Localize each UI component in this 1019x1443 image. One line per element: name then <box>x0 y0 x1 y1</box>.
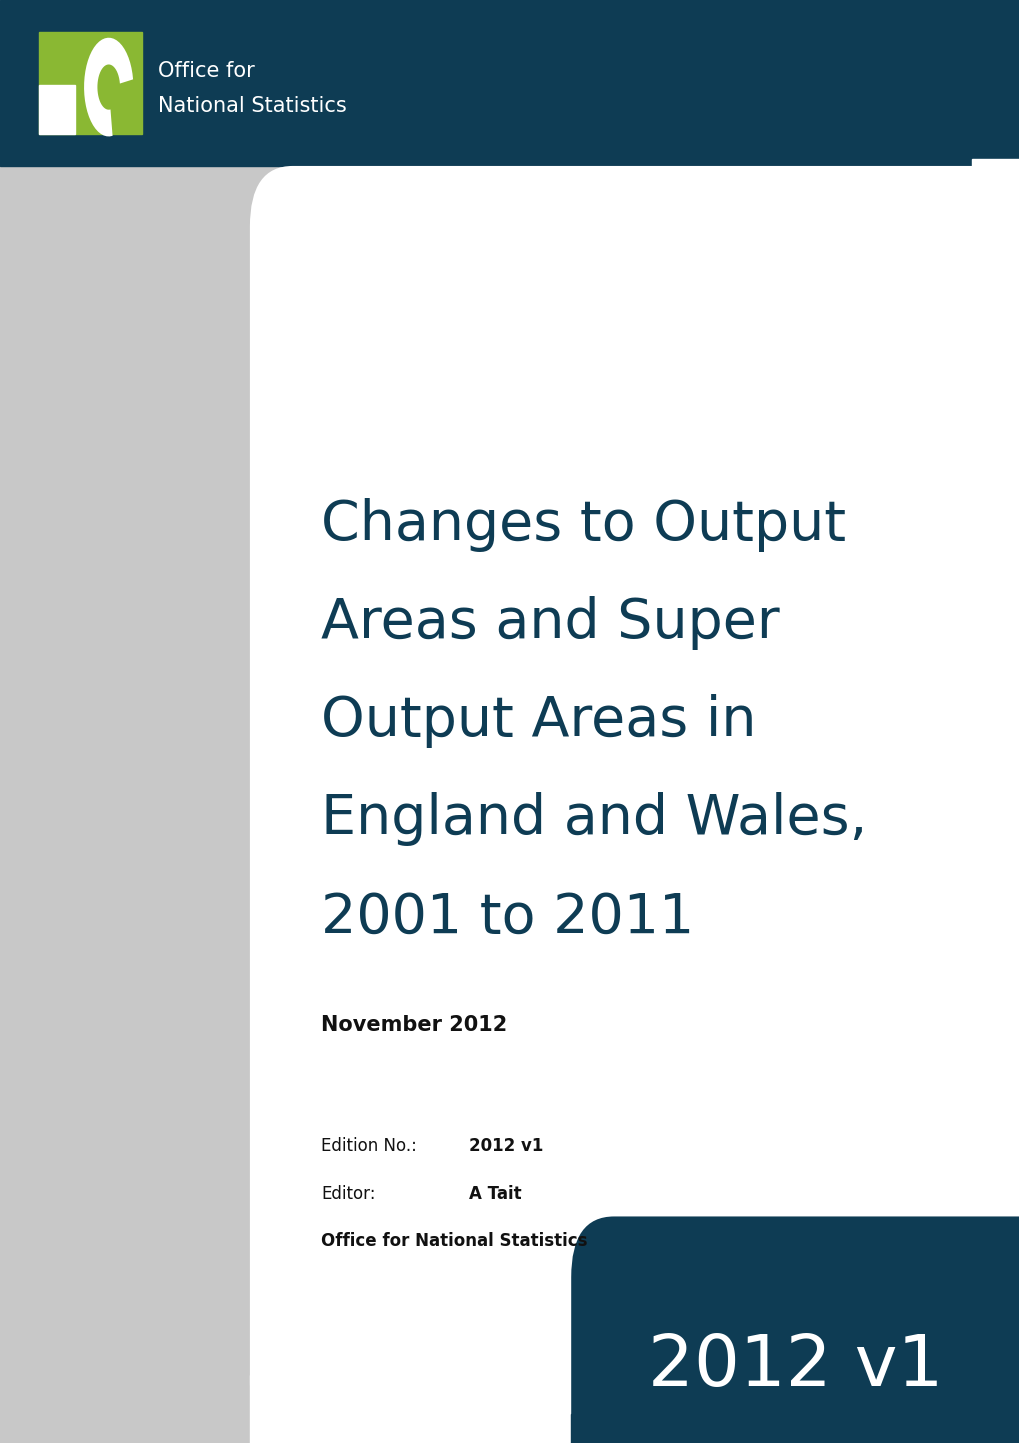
Bar <box>971 159 1019 234</box>
Bar <box>250 1375 298 1443</box>
Text: England and Wales,: England and Wales, <box>321 792 867 847</box>
Bar <box>971 1368 1019 1443</box>
Text: Changes to Output: Changes to Output <box>321 498 846 553</box>
Text: November 2012: November 2012 <box>321 1014 507 1035</box>
FancyBboxPatch shape <box>571 1216 1019 1443</box>
Bar <box>39 32 142 134</box>
Text: 2012 v1: 2012 v1 <box>469 1137 543 1156</box>
Text: National Statistics: National Statistics <box>158 95 346 115</box>
Text: Areas and Super: Areas and Super <box>321 596 780 651</box>
Bar <box>976 1414 1019 1443</box>
Text: Output Areas in: Output Areas in <box>321 694 756 749</box>
Bar <box>0 0 1019 166</box>
Text: 2001 to 2011: 2001 to 2011 <box>321 890 694 945</box>
Bar <box>39 85 74 134</box>
FancyBboxPatch shape <box>250 166 1019 1443</box>
Text: Office for: Office for <box>158 61 255 81</box>
Text: A Tait: A Tait <box>469 1185 522 1203</box>
Bar <box>976 1248 1019 1338</box>
Text: Office for National Statistics: Office for National Statistics <box>321 1232 587 1251</box>
Bar <box>571 1414 619 1443</box>
Polygon shape <box>84 38 132 137</box>
Text: Edition No.:: Edition No.: <box>321 1137 417 1156</box>
Text: 2012 v1: 2012 v1 <box>647 1332 943 1401</box>
Text: Editor:: Editor: <box>321 1185 375 1203</box>
